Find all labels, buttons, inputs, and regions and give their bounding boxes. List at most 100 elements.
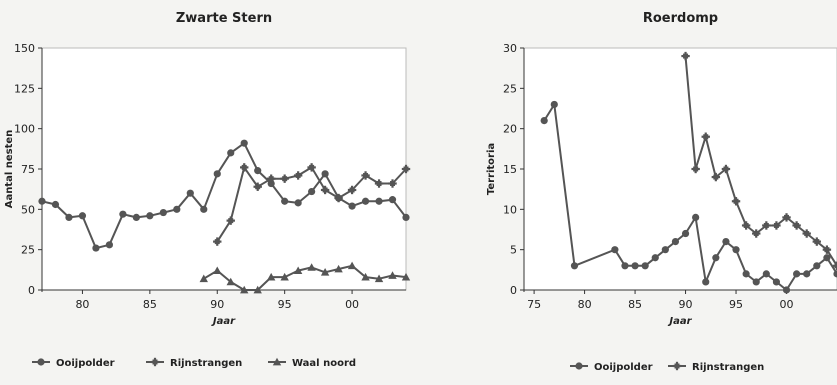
x-tick-label: 00 [780, 298, 794, 311]
data-point [682, 230, 689, 237]
chart-title: Roerdomp [643, 11, 718, 26]
data-point [119, 211, 126, 218]
chart-title: Zwarte Stern [176, 11, 272, 26]
legend-item: Rijnstrangen [668, 362, 764, 373]
legend-label: Rijnstrangen [692, 362, 764, 373]
x-tick-label: 85 [628, 298, 642, 311]
legend-marker [151, 358, 159, 366]
y-tick-label: 25 [21, 244, 35, 257]
data-point [571, 262, 578, 269]
legend-marker [37, 358, 44, 365]
data-point [348, 203, 355, 210]
data-point [38, 198, 45, 205]
legend: Ooijpolder Rijnstrangen Waal noord [32, 358, 356, 369]
chart-2: Roerdomp 0 5 10 15 20 25 30 75 80 85 90 95 00 Jaar Terr… [486, 11, 837, 373]
data-point [712, 254, 719, 261]
data-point [79, 212, 86, 219]
data-point [389, 196, 396, 203]
chart-1: Zwarte Stern 0 25 50 75 100 125 150 80 85 90 95 00 Ja… [4, 11, 410, 369]
y-tick-label: 20 [503, 123, 517, 136]
x-tick-label: 90 [210, 298, 224, 311]
data-point [362, 198, 369, 205]
legend-item: Ooijpolder [32, 358, 115, 369]
data-point [92, 244, 99, 251]
y-tick-label: 30 [503, 42, 517, 55]
data-point [551, 101, 558, 108]
data-point [672, 238, 679, 245]
data-point [52, 201, 59, 208]
legend-item: Rijnstrangen [146, 358, 242, 369]
data-point [722, 238, 729, 245]
y-tick-label: 50 [21, 203, 35, 216]
data-point [200, 206, 207, 213]
x-tick-label: 80 [75, 298, 89, 311]
data-point [308, 188, 315, 195]
data-point [631, 262, 638, 269]
y-tick-label: 5 [510, 244, 517, 257]
data-point [692, 214, 699, 221]
data-point [214, 170, 221, 177]
x-tick-label: 75 [527, 298, 541, 311]
data-point [254, 167, 261, 174]
data-point [160, 209, 167, 216]
data-point [652, 254, 659, 261]
data-point [241, 140, 248, 147]
data-point [702, 278, 709, 285]
x-tick-label: 80 [578, 298, 592, 311]
data-point [281, 198, 288, 205]
plot-area [524, 48, 837, 290]
data-point [793, 270, 800, 277]
data-point [773, 278, 780, 285]
x-tick-label: 00 [345, 298, 359, 311]
x-tick-label: 85 [143, 298, 157, 311]
x-axis-label: Jaar [211, 316, 236, 327]
data-point [813, 262, 820, 269]
x-tick-label: 95 [278, 298, 292, 311]
legend-marker [673, 362, 681, 370]
data-point [611, 246, 618, 253]
legend-label: Rijnstrangen [170, 358, 242, 369]
legend: Ooijpolder Rijnstrangen [570, 362, 764, 373]
data-point [322, 170, 329, 177]
y-tick-label: 75 [21, 163, 35, 176]
data-point [402, 214, 409, 221]
y-tick-label: 10 [503, 203, 517, 216]
y-tick-label: 150 [14, 42, 35, 55]
plot-area [42, 48, 406, 290]
legend-item: Ooijpolder [570, 362, 653, 373]
data-point [295, 199, 302, 206]
legend-marker [575, 362, 582, 369]
data-point [173, 206, 180, 213]
y-axis-label: Aantal nesten [4, 130, 15, 209]
data-point [662, 246, 669, 253]
data-point [803, 270, 810, 277]
data-point [743, 270, 750, 277]
legend-label: Waal noord [292, 358, 356, 369]
y-tick-label: 25 [503, 82, 517, 95]
data-point [187, 190, 194, 197]
data-point [732, 246, 739, 253]
legend-label: Ooijpolder [594, 362, 653, 373]
data-point [227, 149, 234, 156]
y-tick-label: 0 [28, 284, 35, 297]
legend-label: Ooijpolder [56, 358, 115, 369]
y-tick-label: 125 [14, 82, 35, 95]
x-tick-label: 95 [729, 298, 743, 311]
y-tick-label: 15 [503, 163, 517, 176]
data-point [146, 212, 153, 219]
data-point [375, 198, 382, 205]
data-point [753, 278, 760, 285]
y-tick-label: 100 [14, 123, 35, 136]
x-tick-label: 90 [679, 298, 693, 311]
data-point [106, 241, 113, 248]
data-point [133, 214, 140, 221]
x-axis-label: Jaar [667, 316, 692, 327]
data-point [763, 270, 770, 277]
legend-item: Waal noord [268, 358, 356, 369]
y-tick-label: 0 [510, 284, 517, 297]
data-point [783, 286, 790, 293]
data-point [541, 117, 548, 124]
y-axis-label: Territoria [486, 143, 497, 195]
